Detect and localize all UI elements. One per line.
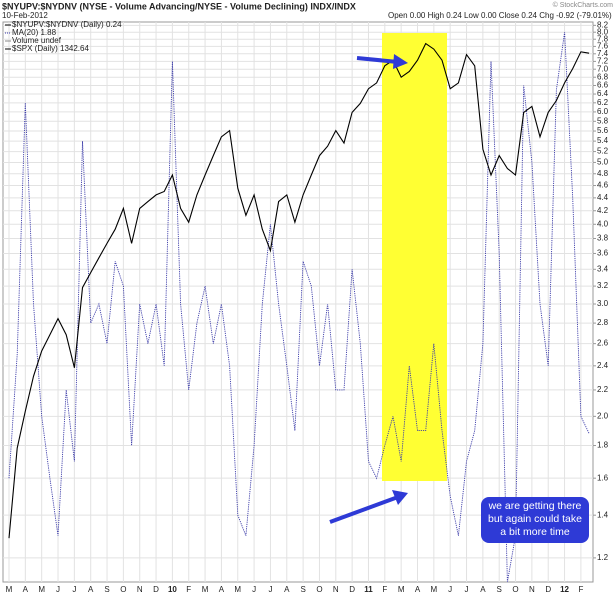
- x-tick-label: A: [23, 585, 29, 594]
- x-tick-label: N: [137, 585, 143, 594]
- y-tick-label: 1.6: [597, 473, 609, 482]
- y-tick-label: 3.0: [597, 299, 609, 308]
- y-tick-label: 7.8: [597, 34, 609, 43]
- legend-label: MA(20) 1.88: [12, 28, 57, 37]
- chart-title: $NYUPV:$NYDNV (NYSE - Volume Advancing/N…: [2, 1, 356, 11]
- arrow-head: [392, 490, 408, 505]
- x-tick-label: A: [284, 585, 290, 594]
- plot-frame: [2, 21, 594, 583]
- x-tick-label: M: [431, 585, 438, 594]
- highlight: [382, 33, 447, 481]
- x-tick-label: J: [72, 585, 76, 594]
- y-tick-label: 6.4: [597, 89, 609, 98]
- x-tick-label: J: [252, 585, 256, 594]
- x-tick-label: 12: [560, 585, 569, 594]
- y-tick-label: 5.4: [597, 136, 609, 145]
- x-tick-label: D: [545, 585, 551, 594]
- x-tick-label: J: [465, 585, 469, 594]
- series-line: [8, 32, 590, 583]
- copyright: © StockCharts.com: [553, 1, 614, 9]
- series-line: [8, 42, 590, 539]
- y-tick-label: 4.4: [597, 193, 609, 202]
- x-tick-label: F: [578, 585, 583, 594]
- x-tick-label: A: [480, 585, 486, 594]
- x-tick-label: J: [56, 585, 60, 594]
- y-tick-label: 8.2: [597, 20, 609, 29]
- x-tick-label: S: [497, 585, 502, 594]
- legend-label: $NYUPV:$NYDNV (Daily) 0.24: [12, 20, 122, 29]
- y-tick-label: 5.8: [597, 116, 609, 125]
- x-tick-label: M: [234, 585, 241, 594]
- x-tick-label: S: [104, 585, 109, 594]
- legend-label: $SPX (Daily) 1342.64: [12, 44, 89, 53]
- y-tick-label: 5.2: [597, 147, 609, 156]
- x-tick-label: D: [153, 585, 159, 594]
- annotation: we are getting there but again could tak…: [481, 497, 589, 543]
- y-tick-label: 1.2: [597, 553, 609, 562]
- x-tick-label: F: [186, 585, 191, 594]
- x-tick-label: O: [316, 585, 322, 594]
- x-tick-label: 11: [364, 585, 373, 594]
- x-tick-label: J: [268, 585, 272, 594]
- y-tick-label: 1.8: [597, 441, 609, 450]
- y-tick-label: 6.8: [597, 72, 609, 81]
- y-tick-label: 2.0: [597, 411, 609, 420]
- x-tick-label: S: [300, 585, 305, 594]
- y-tick-label: 2.4: [597, 361, 609, 370]
- y-tick-label: 6.6: [597, 81, 609, 90]
- x-tick-label: A: [219, 585, 225, 594]
- y-tick-label: 7.6: [597, 42, 609, 51]
- y-tick-label: 2.6: [597, 339, 609, 348]
- x-tick-label: 10: [168, 585, 177, 594]
- x-tick-label: M: [6, 585, 13, 594]
- arrow: [329, 495, 399, 524]
- y-tick-label: 7.4: [597, 49, 609, 58]
- y-tick-label: 4.0: [597, 219, 609, 228]
- x-tick-label: F: [382, 585, 387, 594]
- x-tick-label: O: [512, 585, 518, 594]
- y-tick-label: 7.2: [597, 57, 609, 66]
- y-tick-label: 2.2: [597, 385, 609, 394]
- y-tick-label: 7.0: [597, 64, 609, 73]
- y-tick-label: 4.8: [597, 169, 609, 178]
- x-tick-label: M: [398, 585, 405, 594]
- x-tick-label: M: [202, 585, 209, 594]
- y-tick-label: 3.6: [597, 249, 609, 258]
- legend-label: Volume undef: [12, 36, 62, 45]
- x-tick-label: O: [120, 585, 126, 594]
- y-tick-label: 4.2: [597, 206, 609, 215]
- y-tick-label: 6.2: [597, 98, 609, 107]
- y-tick-label: 8.0: [597, 27, 609, 36]
- y-tick-label: 5.0: [597, 158, 609, 167]
- y-tick-label: 3.2: [597, 281, 609, 290]
- arrow: [356, 56, 399, 64]
- arrow-head: [393, 54, 408, 69]
- y-tick-label: 5.6: [597, 126, 609, 135]
- x-tick-label: A: [415, 585, 421, 594]
- y-tick-label: 2.8: [597, 318, 609, 327]
- y-tick-label: 1.4: [597, 510, 609, 519]
- x-tick-label: J: [448, 585, 452, 594]
- y-tick-label: 3.4: [597, 264, 609, 273]
- x-tick-label: M: [38, 585, 45, 594]
- x-tick-label: N: [529, 585, 535, 594]
- x-tick-label: A: [88, 585, 94, 594]
- x-tick-label: D: [349, 585, 355, 594]
- y-tick-label: 4.6: [597, 181, 609, 190]
- y-tick-label: 3.8: [597, 234, 609, 243]
- y-tick-label: 6.0: [597, 107, 609, 116]
- date: 10-Feb-2012: [2, 11, 48, 20]
- x-tick-label: N: [333, 585, 339, 594]
- quote: Open 0.00 High 0.24 Low 0.00 Close 0.24 …: [388, 11, 612, 20]
